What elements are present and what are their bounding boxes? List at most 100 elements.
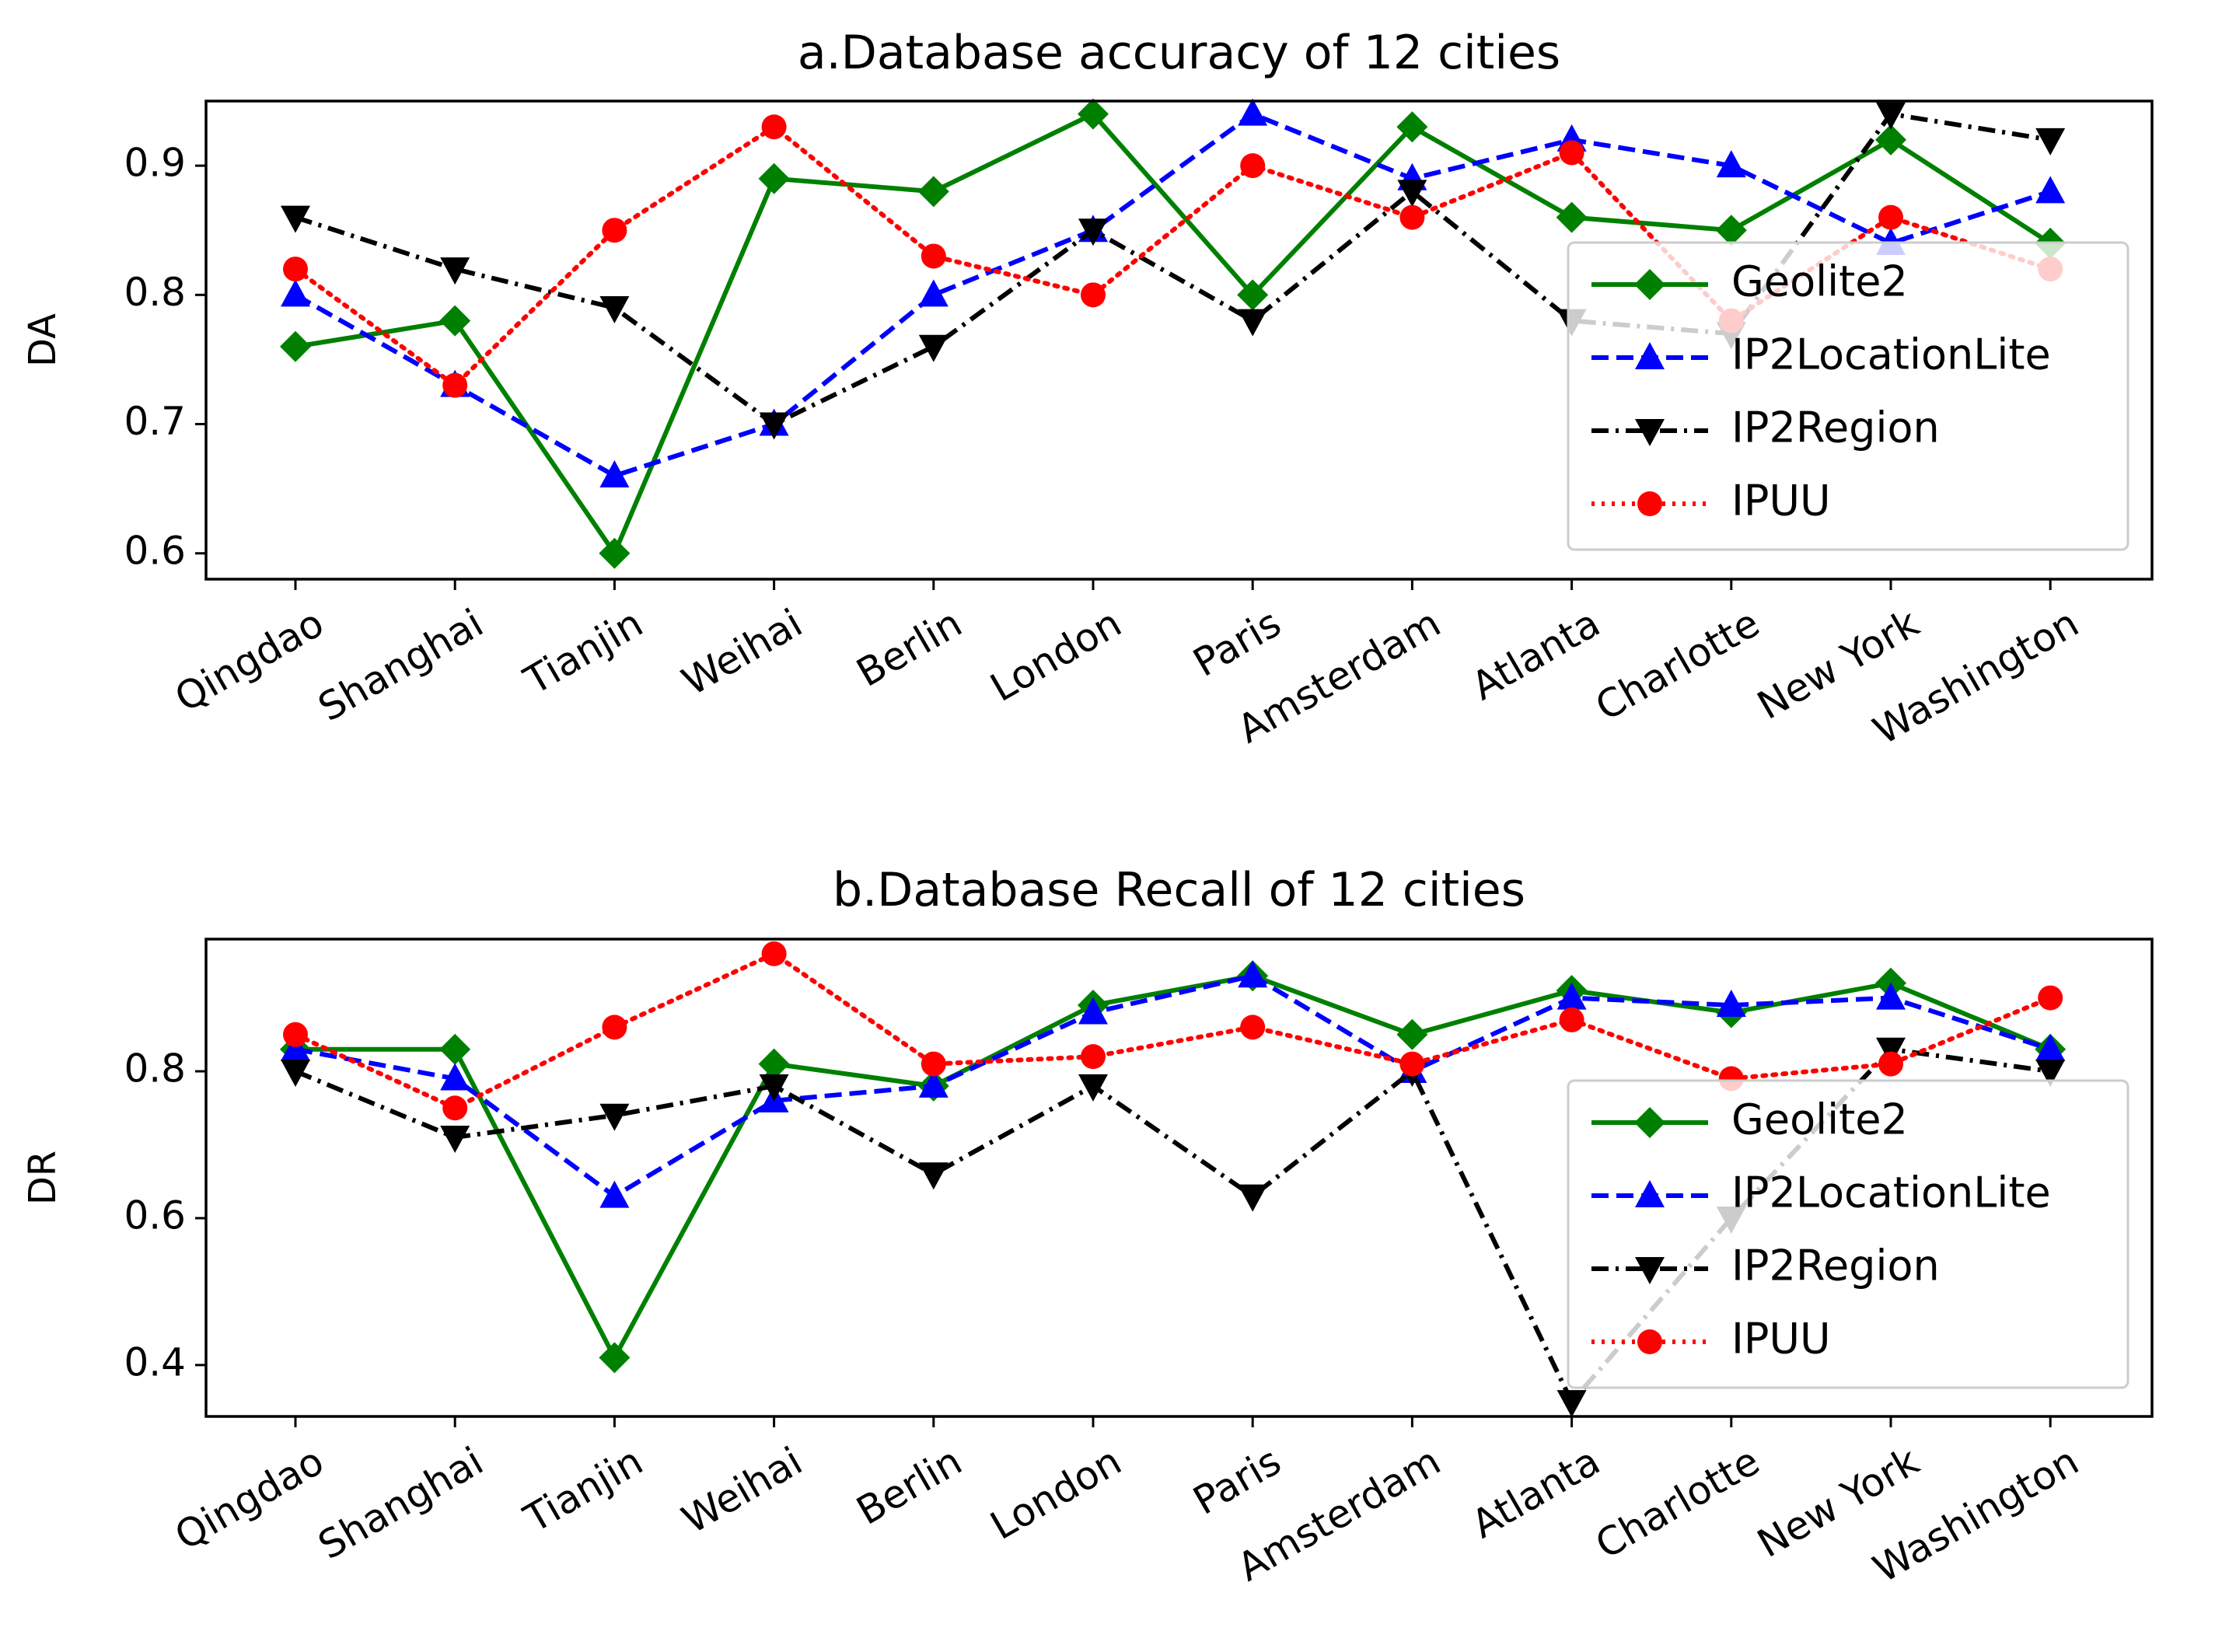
data-point-ipuu [1399,1051,1425,1077]
y-tick-label: 0.8 [124,1046,186,1091]
data-point-geolite2 [439,1033,471,1065]
data-point-geolite2 [1875,124,1906,155]
y-tick-label: 0.6 [124,528,186,573]
data-point-ipuu [1559,140,1584,166]
data-point-geolite2 [599,537,631,569]
plot-frame [204,938,2154,1418]
data-point-geolite2 [758,1048,790,1080]
data-point-ipuu [442,1095,468,1121]
series-line-ip2region [295,111,2051,427]
legend-label-ipuu: IPUU [1731,477,1831,526]
legend-label-ip2region: IP2Region [1731,1242,1940,1291]
data-point-ipuu [761,114,787,140]
data-point-ipuu [1559,1007,1584,1032]
data-point-ip2locationlite [2035,1033,2066,1061]
legend-marker-ip2region [1635,1257,1665,1284]
data-point-ipuu [1240,153,1266,179]
series-line-ip2locationlite [295,973,2052,1199]
data-point-ipuu [1399,204,1425,230]
data-point-ipuu [761,941,787,966]
data-point-geolite2 [280,330,311,362]
data-point-ip2locationlite [1716,990,1746,1018]
data-point-ip2locationlite [1238,98,1268,126]
data-point-ipuu [602,1015,627,1040]
data-point-ip2region [281,205,310,233]
data-point-ip2locationlite [2035,176,2066,204]
data-point-ip2region [1876,102,1906,130]
data-point-ip2region [599,295,630,323]
legend-label-geolite2: Geolite2 [1731,257,1908,306]
legend: Geolite2 IP2LocationLite IP2Region IPUU [1567,1079,2129,1389]
legend-marker-ip2region [1635,419,1665,446]
legend-label-ip2region: IP2Region [1731,403,1940,452]
data-point-geolite2 [1715,215,1747,246]
data-point-geolite2 [1396,1018,1428,1050]
data-point-ip2region [1876,1037,1906,1065]
data-point-ip2locationlite [281,1033,310,1061]
y-axis-label: DR [21,1151,65,1205]
data-point-ip2locationlite [1716,150,1746,178]
chart-database-accuracy: a.Database accuracy of 12 cities DA 0.6 0.7… [21,26,2154,753]
data-point-ipuu [921,243,946,269]
data-point-ip2region [1078,1074,1108,1102]
data-point-ip2region [1397,180,1427,208]
data-point-ip2locationlite [918,1070,949,1098]
data-point-ipuu [1240,1015,1266,1040]
y-tick-label: 0.9 [124,141,186,186]
y-tick-label: 0.6 [124,1193,186,1238]
data-point-ip2region [1078,218,1108,246]
legend-marker-ip2locationlite [1635,1180,1665,1207]
data-point-geolite2 [1078,98,1109,130]
legend-marker-ip2locationlite [1635,342,1665,369]
data-point-ip2locationlite [1876,982,1906,1010]
data-point-ip2locationlite [599,460,630,488]
data-point-ip2region [281,1060,310,1088]
y-tick-label: 0.7 [124,399,186,444]
data-point-ip2locationlite [918,279,949,307]
data-point-ip2region [759,412,789,440]
data-point-geolite2 [1396,111,1428,143]
data-point-ip2locationlite [599,1180,630,1208]
y-axis-label: DA [21,313,65,367]
data-point-ipuu [921,1051,946,1077]
data-point-geolite2 [439,305,471,337]
legend-marker-geolite2 [1634,1107,1665,1138]
data-point-ip2region [759,1074,789,1102]
data-point-geolite2 [917,176,949,208]
data-point-ip2region [2035,127,2066,155]
data-point-ip2region [1238,1184,1268,1212]
data-point-ipuu [1081,282,1106,308]
data-point-ipuu [283,1022,308,1047]
data-point-ip2locationlite [281,279,310,307]
series-line-ip2locationlite [294,111,2052,479]
data-point-ip2region [918,1162,949,1190]
data-point-ip2region [1238,309,1268,337]
data-point-geolite2 [1556,201,1588,233]
data-point-ipuu [1878,1051,1903,1077]
legend-marker-ipuu [1637,1329,1662,1354]
data-point-ipuu [1081,1044,1106,1070]
data-point-ipuu [442,372,468,398]
data-point-ipuu [602,218,627,243]
legend-box [1567,241,2129,551]
data-point-ip2locationlite [440,1063,470,1091]
data-point-geolite2 [1237,279,1269,311]
legend-label-ipuu: IPUU [1731,1315,1831,1364]
data-point-ipuu [2038,985,2063,1011]
legend-box [1567,1079,2129,1389]
legend-label-geolite2: Geolite2 [1731,1095,1908,1144]
data-point-ip2locationlite [1078,997,1108,1025]
data-point-ip2region [918,334,949,362]
data-point-ip2region [440,257,470,285]
data-point-geolite2 [758,162,790,194]
legend-marker-ipuu [1637,491,1662,516]
data-point-ip2locationlite [1556,982,1587,1010]
series-line-geolite2 [295,111,2052,556]
data-point-ipuu [1878,204,1903,230]
chart-title: b.Database Recall of 12 cities [833,863,1525,917]
legend-marker-geolite2 [1634,269,1665,300]
data-point-ip2region [599,1103,630,1131]
data-point-geolite2 [599,1342,631,1374]
data-point-ipuu [283,257,308,282]
